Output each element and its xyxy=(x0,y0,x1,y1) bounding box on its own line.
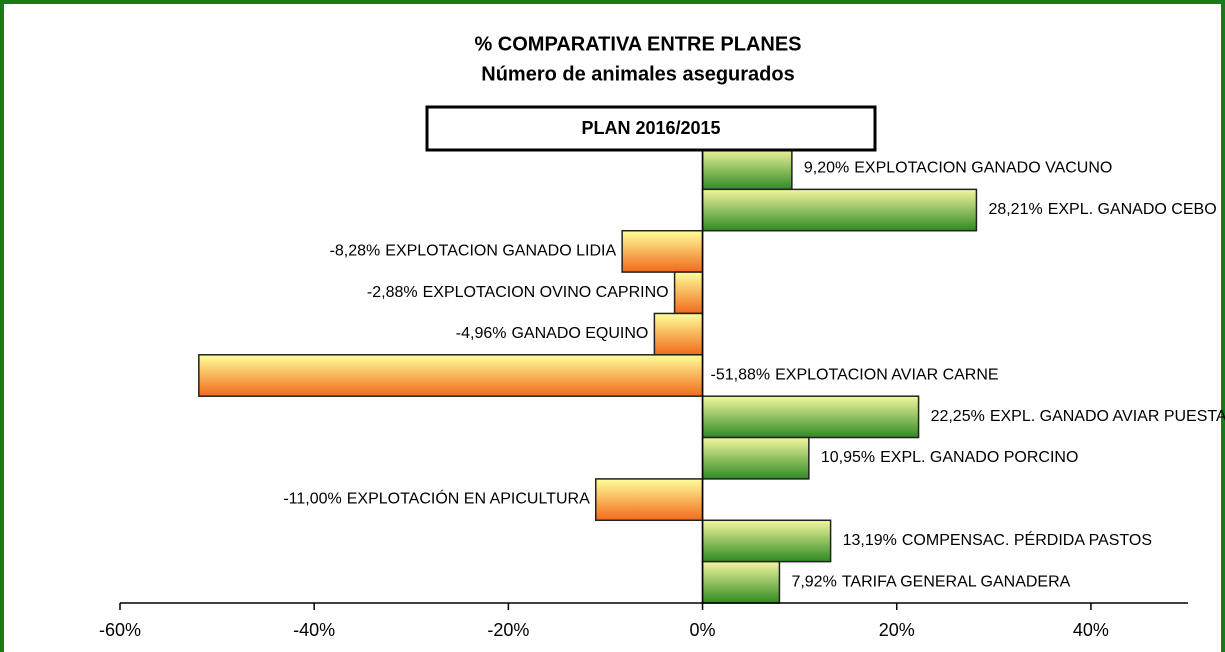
value-label: -2,88% xyxy=(367,284,418,301)
x-tick-label: -40% xyxy=(293,620,335,640)
category-label: EXPL. GANADO PORCINO xyxy=(880,449,1078,466)
data-label: 7,92% TARIFA GENERAL GANADERA xyxy=(791,574,1070,591)
data-label: -11,00% EXPLOTACIÓN EN APICULTURA xyxy=(283,489,590,508)
bar xyxy=(701,436,810,480)
bar xyxy=(701,395,920,439)
category-label: EXPLOTACION GANADO LIDIA xyxy=(385,243,616,260)
value-label: -51,88% xyxy=(711,367,771,384)
value-label: 28,21% xyxy=(988,201,1042,218)
data-label: -51,88% EXPLOTACION AVIAR CARNE xyxy=(711,367,999,384)
data-label: -2,88% EXPLOTACION OVINO CAPRINO xyxy=(367,284,669,301)
x-tick-label: -60% xyxy=(99,620,141,640)
bar xyxy=(701,147,793,191)
data-label: 9,20% EXPLOTACION GANADO VACUNO xyxy=(804,160,1113,177)
bar xyxy=(701,188,978,232)
value-label: -8,28% xyxy=(330,243,381,260)
plan-box xyxy=(425,105,877,152)
chart-title: % COMPARATIVA ENTRE PLANES xyxy=(474,33,801,55)
bar xyxy=(621,229,704,273)
category-label: GANADO EQUINO xyxy=(511,325,648,342)
data-label: -4,96% GANADO EQUINO xyxy=(456,325,649,342)
x-tick-label: 40% xyxy=(1073,620,1109,640)
category-label: EXPL. GANADO CEBO xyxy=(1048,201,1217,218)
bar xyxy=(594,478,704,522)
data-label: 22,25% EXPL. GANADO AVIAR PUESTA xyxy=(931,408,1225,425)
x-tick-label: -20% xyxy=(487,620,529,640)
x-tick-label: 0% xyxy=(690,620,716,640)
value-label: -11,00% xyxy=(283,491,341,508)
chart-subtitle: Número de animales asegurados xyxy=(481,63,794,85)
category-label: EXPLOTACION GANADO VACUNO xyxy=(854,160,1112,177)
value-label: 7,92% xyxy=(791,574,836,591)
bar xyxy=(198,354,704,397)
category-label: EXPL. GANADO AVIAR PUESTA xyxy=(990,408,1225,425)
value-label: 10,95% xyxy=(821,449,875,466)
plan-label: PLAN 2016/2015 xyxy=(581,118,720,138)
data-label: 13,19% COMPENSAC. PÉRDIDA PASTOS xyxy=(843,530,1152,549)
bar xyxy=(653,312,704,356)
category-label: TARIFA GENERAL GANADERA xyxy=(842,574,1071,591)
bar xyxy=(701,519,832,563)
value-label: 22,25% xyxy=(931,408,985,425)
x-tick-label: 20% xyxy=(879,620,915,640)
value-label: 9,20% xyxy=(804,160,849,177)
data-label: -8,28% EXPLOTACION GANADO LIDIA xyxy=(330,243,617,260)
category-label: EXPLOTACIÓN EN APICULTURA xyxy=(347,489,590,508)
data-label: 28,21% EXPL. GANADO CEBO xyxy=(988,201,1216,218)
bar xyxy=(701,560,781,604)
category-label: COMPENSAC. PÉRDIDA PASTOS xyxy=(902,530,1152,549)
data-label: 10,95% EXPL. GANADO PORCINO xyxy=(821,449,1079,466)
category-label: EXPLOTACION AVIAR CARNE xyxy=(775,367,998,384)
bar xyxy=(673,271,704,315)
category-label: EXPLOTACION OVINO CAPRINO xyxy=(423,284,669,301)
value-label: -4,96% xyxy=(456,325,507,342)
value-label: 13,19% xyxy=(843,532,897,549)
